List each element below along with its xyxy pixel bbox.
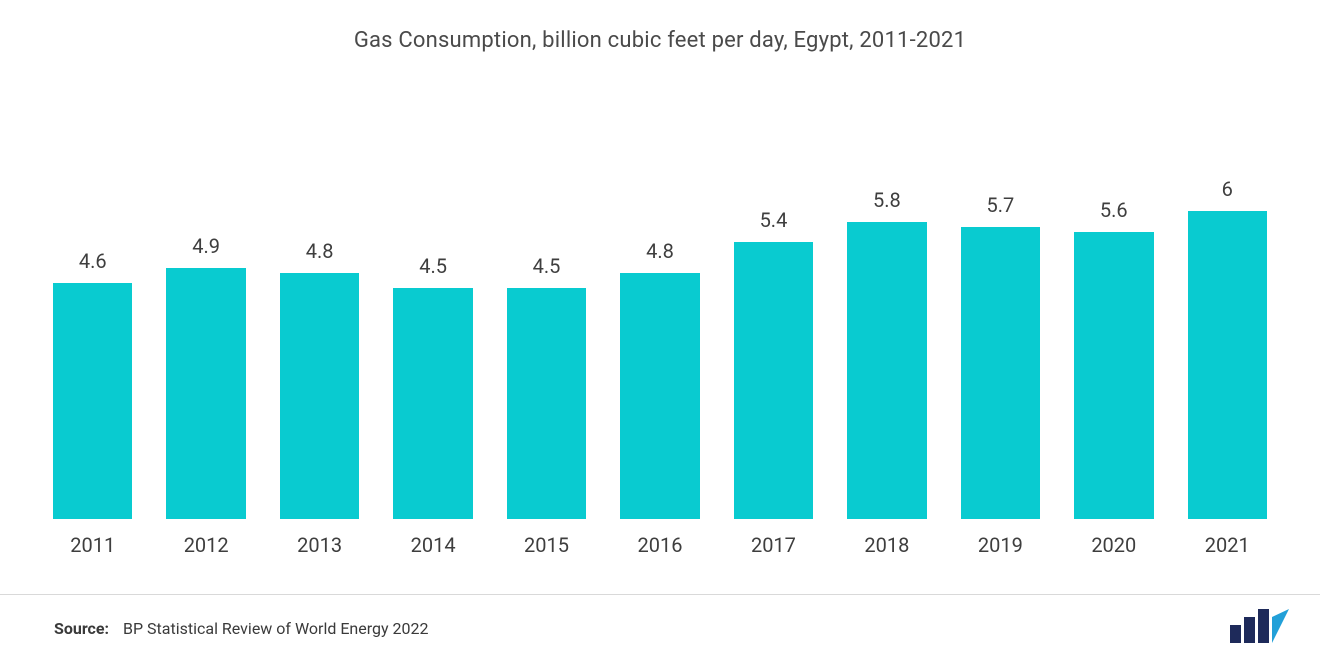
bar-value-label: 4.5 bbox=[533, 254, 561, 278]
bar-value-label: 5.4 bbox=[760, 208, 788, 232]
bar-value-label: 5.6 bbox=[1100, 198, 1128, 222]
bar bbox=[507, 288, 586, 519]
bar bbox=[961, 227, 1040, 519]
source-text: BP Statistical Review of World Energy 20… bbox=[123, 619, 429, 638]
bar-category-label: 2012 bbox=[184, 533, 229, 557]
bar bbox=[1074, 232, 1153, 519]
brand-logo-icon bbox=[1228, 609, 1290, 647]
bar-column: 4.8 2016 bbox=[603, 83, 716, 563]
bar-category-label: 2011 bbox=[70, 533, 115, 557]
bar bbox=[1188, 211, 1267, 519]
bar bbox=[847, 222, 926, 519]
bar bbox=[734, 242, 813, 519]
bar-column: 5.7 2019 bbox=[944, 83, 1057, 563]
chart-container: Gas Consumption, billion cubic feet per … bbox=[0, 0, 1320, 665]
bar-column: 4.8 2013 bbox=[263, 83, 376, 563]
bar-category-label: 2015 bbox=[524, 533, 569, 557]
bar-column: 5.6 2020 bbox=[1057, 83, 1170, 563]
bar-category-label: 2021 bbox=[1205, 533, 1250, 557]
bar-category-label: 2018 bbox=[864, 533, 909, 557]
bar-column: 5.8 2018 bbox=[830, 83, 943, 563]
bar-column: 6 2021 bbox=[1171, 83, 1284, 563]
bar-value-label: 5.7 bbox=[986, 193, 1014, 217]
bar-column: 4.9 2012 bbox=[149, 83, 262, 563]
bar-category-label: 2017 bbox=[751, 533, 796, 557]
bar-category-label: 2020 bbox=[1091, 533, 1136, 557]
bar-column: 4.6 2011 bbox=[36, 83, 149, 563]
bar bbox=[620, 273, 699, 519]
bar-column: 4.5 2015 bbox=[490, 83, 603, 563]
bar-value-label: 4.6 bbox=[79, 249, 107, 273]
plot-area: 4.6 2011 4.9 2012 4.8 2013 4.5 2014 4.5 2015 4.8 20… bbox=[30, 83, 1290, 563]
bar-category-label: 2019 bbox=[978, 533, 1023, 557]
bar bbox=[280, 273, 359, 519]
bar-column: 5.4 2017 bbox=[717, 83, 830, 563]
bar bbox=[393, 288, 472, 519]
bar-value-label: 4.8 bbox=[306, 239, 334, 263]
bar bbox=[53, 283, 132, 519]
source-label: Source: bbox=[54, 619, 109, 638]
source-line: Source: BP Statistical Review of World E… bbox=[54, 619, 429, 638]
bar-category-label: 2016 bbox=[638, 533, 683, 557]
bar-value-label: 4.5 bbox=[419, 254, 447, 278]
bar-value-label: 6 bbox=[1222, 177, 1233, 201]
bar-value-label: 4.9 bbox=[192, 234, 220, 258]
bar-value-label: 5.8 bbox=[873, 188, 901, 212]
bar-category-label: 2013 bbox=[297, 533, 342, 557]
bar-column: 4.5 2014 bbox=[376, 83, 489, 563]
bar-value-label: 4.8 bbox=[646, 239, 674, 263]
bar-category-label: 2014 bbox=[411, 533, 456, 557]
chart-footer: Source: BP Statistical Review of World E… bbox=[0, 594, 1320, 665]
bar bbox=[166, 268, 245, 519]
chart-title: Gas Consumption, billion cubic feet per … bbox=[30, 28, 1290, 53]
